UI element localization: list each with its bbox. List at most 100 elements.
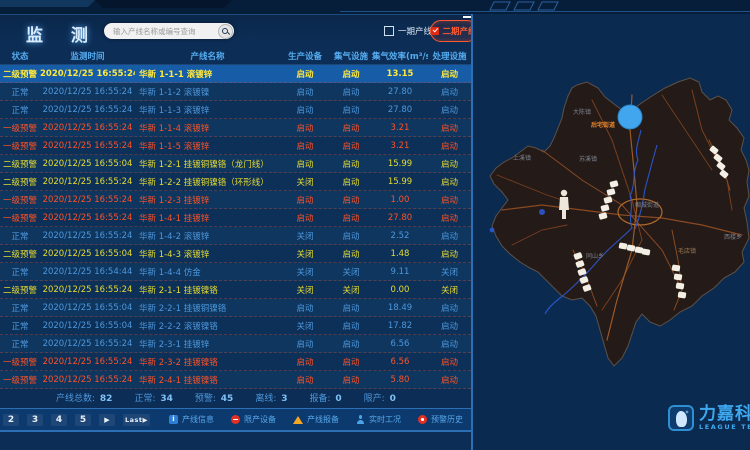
map-marker[interactable] bbox=[577, 268, 587, 276]
map-marker[interactable] bbox=[677, 291, 687, 299]
table-row[interactable]: 正常 2020/12/25 16:55:24 华新 1-1-3 滚镀锌 启动 启动 27.… bbox=[0, 101, 471, 119]
table-row[interactable]: 正常 2020/12/25 16:54:44 华新 1-4-4 仿金 关闭 关闭 9.11… bbox=[0, 263, 471, 281]
map-marker[interactable] bbox=[573, 252, 583, 260]
legend-item-alarm[interactable]: 预警历史 bbox=[418, 414, 463, 425]
checkbox-unchecked-icon[interactable] bbox=[384, 26, 394, 36]
table-cell: 启动 bbox=[296, 303, 314, 314]
map-marker[interactable] bbox=[609, 180, 619, 188]
table-row[interactable]: 一级预警 2020/12/25 16:55:24 华新 1-1-5 滚镀锌 启动 启动 3… bbox=[0, 137, 471, 155]
page-button[interactable]: 4 bbox=[51, 413, 67, 426]
cluster-marker[interactable] bbox=[617, 104, 643, 130]
table-cell: 华新 1-1-3 滚镀锌 bbox=[139, 105, 210, 116]
table-row[interactable]: 一级预警 2020/12/25 16:55:24 华新 2-3-2 挂镀镍铬 启动 启动… bbox=[0, 353, 471, 371]
search-input[interactable] bbox=[104, 26, 218, 36]
table-row[interactable]: 正常 2020/12/25 16:55:24 华新 2-3-1 挂镀锌 启动 启动 6.5… bbox=[0, 335, 471, 353]
column-header: 处理设施 bbox=[432, 52, 467, 62]
checkbox-checked-icon[interactable] bbox=[431, 27, 440, 35]
table-cell: 华新 1-4-3 滚镀锌 bbox=[139, 249, 210, 260]
table-cell: 启动 bbox=[342, 141, 360, 152]
table-cell: 一级预警 bbox=[2, 141, 37, 152]
table-cell: 关闭 bbox=[296, 321, 314, 332]
map-marker[interactable] bbox=[671, 264, 681, 272]
table-cell: 二级预警 bbox=[2, 249, 37, 260]
page-button[interactable]: 5 bbox=[75, 413, 91, 426]
table-cell: 启动 bbox=[342, 375, 360, 386]
table-row[interactable]: 一级预警 2020/12/25 16:55:24 华新 2-4-1 挂镀镍铬 启动 启动… bbox=[0, 371, 471, 389]
table-row[interactable]: 二级预警 2020/12/25 16:55:24 华新 2-1-1 挂镀镍铬 关闭 关闭… bbox=[0, 281, 471, 299]
table-cell: 13.15 bbox=[386, 68, 414, 79]
legend: i 产线信息 限产设备 产线报备 实时工况 预警历史 bbox=[169, 414, 463, 425]
table-row[interactable]: 一级预警 2020/12/25 16:55:24 华新 1-1-4 滚镀锌 启动 启动 3… bbox=[0, 119, 471, 137]
search-bar bbox=[104, 23, 234, 39]
map-marker[interactable] bbox=[600, 204, 610, 212]
map-marker[interactable] bbox=[618, 242, 628, 250]
table-row[interactable]: 正常 2020/12/25 16:55:04 华新 2-2-1 挂镀铜镍铬 启动 启动 1… bbox=[0, 299, 471, 317]
person-marker[interactable] bbox=[559, 189, 569, 219]
page-button[interactable]: 3 bbox=[27, 413, 43, 426]
table-cell: 2020/12/25 16:55:24 bbox=[42, 338, 133, 349]
phase1-filter-checkbox[interactable]: 一期产线 bbox=[384, 25, 432, 37]
map-marker[interactable] bbox=[641, 248, 651, 256]
table-cell: 启动 bbox=[440, 177, 458, 188]
brand-name-en: LEAGUE TECH bbox=[699, 422, 750, 431]
map-marker[interactable] bbox=[606, 188, 616, 196]
table-row[interactable]: 二级预警 2020/12/25 16:55:24 华新 1-2-2 挂镀铜镍铬（环形… bbox=[0, 173, 471, 191]
map-marker[interactable] bbox=[716, 161, 726, 171]
table-cell: 6.56 bbox=[390, 356, 410, 367]
search-icon[interactable] bbox=[218, 23, 233, 39]
panel-header: 监 测 一期产线 二期产线 bbox=[0, 14, 478, 48]
map-marker[interactable] bbox=[582, 284, 592, 292]
table-cell: 2.52 bbox=[390, 230, 410, 241]
table-cell: 关闭 bbox=[296, 285, 314, 296]
legend-item-person[interactable]: 实时工况 bbox=[356, 414, 401, 425]
table-row[interactable]: 正常 2020/12/25 16:55:24 华新 1-1-2 滚镀镍 启动 启动 27.… bbox=[0, 83, 471, 101]
table-cell: 正常 bbox=[11, 231, 29, 242]
table-row[interactable]: 正常 2020/12/25 16:55:24 华新 1-4-2 滚镀锌 关闭 启动 2.5… bbox=[0, 227, 471, 245]
page-button[interactable]: 2 bbox=[3, 413, 19, 426]
table-cell: 启动 bbox=[342, 87, 360, 98]
table-cell: 启动 bbox=[296, 375, 314, 386]
table-row[interactable]: 一级预警 2020/12/25 16:55:24 华新 1-4-1 挂镀锌 启动 启动 2… bbox=[0, 209, 471, 227]
map-marker[interactable] bbox=[626, 244, 636, 252]
top-decor-graphics bbox=[0, 0, 750, 12]
map-marker[interactable] bbox=[603, 196, 613, 204]
map-area-label: 西楼乡 bbox=[724, 233, 742, 241]
table-row[interactable]: 正常 2020/12/25 16:55:04 华新 2-2-2 滚镀镍铬 关闭 启动 17… bbox=[0, 317, 471, 335]
map-marker[interactable] bbox=[579, 276, 589, 284]
map-marker[interactable] bbox=[575, 260, 585, 268]
table-row[interactable]: 一级预警 2020/12/25 16:55:24 华新 1-2-3 挂镀锌 启动 启动 1… bbox=[0, 191, 471, 209]
table-row[interactable]: 二级预警 2020/12/25 16:55:04 华新 1-4-3 滚镀锌 关闭 启动 1… bbox=[0, 245, 471, 263]
table-cell: 一级预警 bbox=[2, 375, 37, 386]
table-cell: 2020/12/25 16:54:44 bbox=[42, 266, 133, 277]
map-panel[interactable]: 后宅街道 大陈镇 苏溪镇 上溪镇 稠城街道 同山乡 毛店镇 西楼乡 bbox=[471, 14, 750, 450]
map-marker[interactable] bbox=[713, 153, 723, 163]
map-marker[interactable] bbox=[719, 169, 729, 179]
next-page-button[interactable]: ▶ bbox=[99, 413, 115, 426]
table-row[interactable]: 二级预警 2020/12/25 16:55:04 华新 1-2-1 挂镀铜镍铬（龙门… bbox=[0, 155, 471, 173]
table-cell: 2020/12/25 16:55:04 bbox=[42, 320, 133, 331]
legend-item-info[interactable]: i 产线信息 bbox=[169, 414, 214, 425]
map-marker[interactable] bbox=[709, 145, 719, 155]
map-marker[interactable] bbox=[675, 282, 685, 290]
legend-item-limit[interactable]: 限产设备 bbox=[231, 414, 276, 425]
legend-item-report[interactable]: 产线报备 bbox=[293, 414, 339, 425]
table-cell: 15.99 bbox=[387, 158, 413, 169]
map-marker[interactable] bbox=[634, 246, 644, 254]
info-icon: i bbox=[169, 415, 178, 424]
table-cell: 27.80 bbox=[387, 104, 413, 115]
table-cell: 二级预警 bbox=[2, 177, 37, 188]
table-body: 二级预警 2020/12/25 16:55:24 华新 1-1-1 滚镀锌 启动 启动 1… bbox=[0, 65, 471, 389]
table-cell: 启动 bbox=[440, 159, 458, 170]
table-cell: 启动 bbox=[296, 159, 314, 170]
stat-item: 报备: 0 bbox=[309, 393, 342, 404]
table-cell: 启动 bbox=[440, 303, 458, 314]
table-row[interactable]: 二级预警 2020/12/25 16:55:24 华新 1-1-1 滚镀锌 启动 启动 1… bbox=[0, 65, 471, 83]
table-cell: 关闭 bbox=[296, 231, 314, 242]
table-cell: 启动 bbox=[342, 249, 360, 260]
map-marker[interactable] bbox=[673, 273, 683, 281]
last-page-button[interactable]: Last▶ bbox=[123, 413, 151, 426]
table-cell: 启动 bbox=[296, 339, 314, 350]
map-marker[interactable] bbox=[598, 212, 608, 220]
table-cell: 启动 bbox=[296, 195, 314, 206]
